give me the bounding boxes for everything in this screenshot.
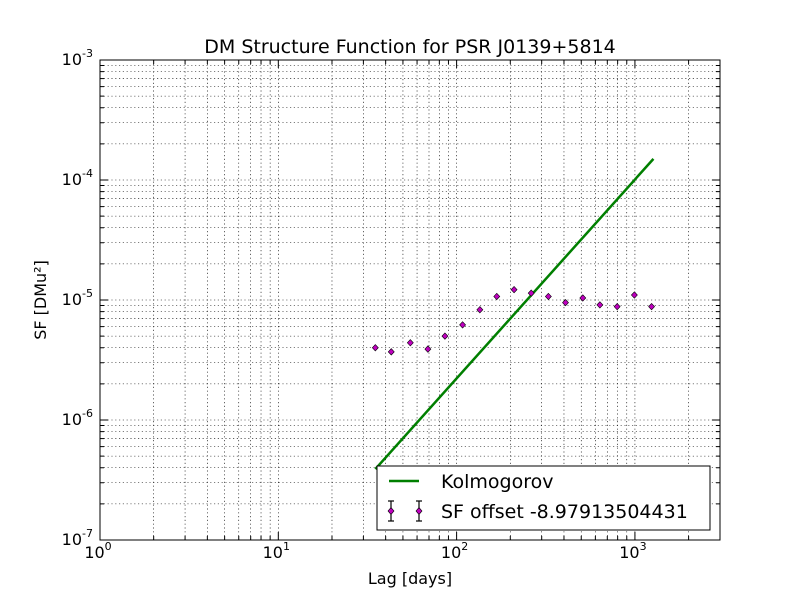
legend-box xyxy=(376,465,711,531)
x-tick-label: 101 xyxy=(263,540,290,562)
y-tick-label: 10-6 xyxy=(62,407,93,429)
sf-data-point xyxy=(596,301,604,309)
plot-frame xyxy=(99,59,721,541)
sf-data-point xyxy=(493,292,501,301)
sf-data-point xyxy=(459,321,466,329)
sf-data-point xyxy=(371,344,379,352)
y-tick-label: 10-4 xyxy=(62,167,93,189)
grid-lines xyxy=(99,59,721,541)
kolmogorov-line xyxy=(374,158,655,470)
sf-data-point xyxy=(579,294,587,302)
legend-sf-label: SF offset -8.97913504431 xyxy=(441,501,688,523)
chart-title: DM Structure Function for PSR J0139+5814 xyxy=(204,36,616,58)
y-tick-label: 10-3 xyxy=(62,47,93,69)
sf-data-point xyxy=(613,303,621,311)
y-axis-label: SF [DMu²] xyxy=(31,260,50,340)
sf-data-point xyxy=(527,289,535,297)
tick-labels: 100 101 102 103 10-7 10-6 10-5 10-4 10-3 xyxy=(62,47,647,562)
sf-data-point xyxy=(544,292,552,301)
y-tick-label: 10-7 xyxy=(62,527,93,549)
sf-data-point xyxy=(562,299,569,307)
y-tick-label: 10-5 xyxy=(62,287,93,309)
legend-kolmogorov-label: Kolmogorov xyxy=(441,471,554,493)
series-layer xyxy=(371,158,655,470)
sf-data-point xyxy=(630,291,638,299)
sf-data-point xyxy=(406,339,414,347)
sf-data-point xyxy=(510,285,518,294)
sf-data-point xyxy=(441,332,449,340)
sf-data-point xyxy=(648,303,655,311)
x-tick-label: 102 xyxy=(441,540,468,562)
x-tick-label: 103 xyxy=(619,540,646,562)
sf-data-point xyxy=(387,348,395,356)
legend: Kolmogorov SF offset -8.97913504431 xyxy=(376,465,711,531)
sf-data-point xyxy=(476,306,484,314)
x-axis-label: Lag [days] xyxy=(368,569,452,588)
legend-sf-swatch xyxy=(387,500,423,522)
sf-data-point xyxy=(424,345,432,353)
x-tick-label: 100 xyxy=(84,540,111,562)
